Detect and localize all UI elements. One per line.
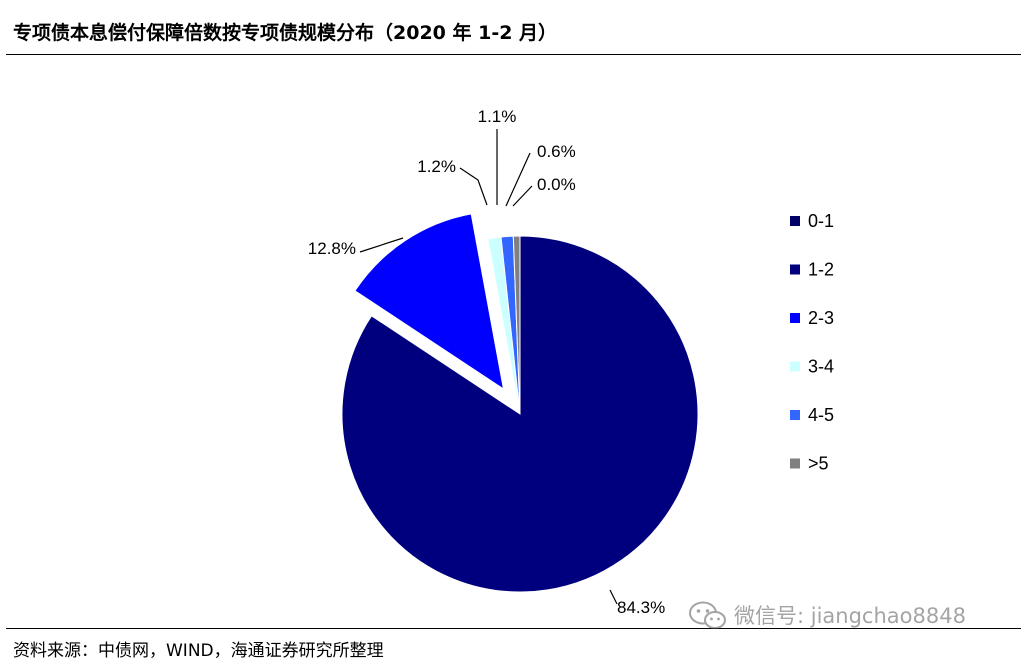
legend-swatch-0-1 (790, 216, 800, 226)
data-label-gt5: 0.6% (537, 142, 576, 161)
legend-label-2-3: 2-3 (808, 308, 834, 328)
source-note: 资料来源：中债网，WIND，海通证券研究所整理 (13, 641, 384, 661)
legend-swatch-gt5 (790, 458, 800, 469)
leader-line-2-3 (359, 237, 404, 253)
legend-label-3-4: 3-4 (808, 357, 834, 377)
data-label-1-2: 84.3% (617, 598, 665, 617)
pie-slice-gt5 (512, 235, 521, 415)
top-divider (6, 54, 1021, 55)
watermark-text: 微信号: jiangchao8848 (734, 604, 966, 628)
legend-label-gt5: >5 (808, 454, 829, 474)
data-label-2-3: 12.8% (308, 239, 356, 258)
legend-label-0-1: 0-1 (808, 211, 834, 231)
leader-line-3-4 (459, 167, 488, 206)
leader-lines (359, 129, 618, 605)
leader-line-1-2 (609, 589, 618, 605)
leader-line-0-1 (512, 185, 533, 207)
pie-slices (341, 213, 699, 593)
bottom-divider (6, 628, 1021, 629)
legend-swatch-1-2 (790, 264, 800, 275)
legend: 0-1 1-2 2-3 3-4 4-5 >5 (790, 211, 834, 474)
chart-title: 专项债本息偿付保障倍数按专项债规模分布（2020 年 1-2 月） (13, 22, 558, 44)
legend-label-4-5: 4-5 (808, 405, 834, 425)
legend-label-1-2: 1-2 (808, 260, 834, 280)
watermark: 微信号: jiangchao8848 (688, 598, 966, 632)
leader-line-gt5 (505, 152, 531, 207)
data-label-4-5: 1.1% (478, 107, 517, 126)
data-label-0-1: 0.0% (537, 175, 576, 194)
pie-slice-2-3 (354, 213, 505, 391)
data-label-3-4: 1.2% (417, 157, 456, 176)
legend-swatch-3-4 (790, 361, 800, 372)
legend-swatch-2-3 (790, 313, 800, 323)
legend-swatch-4-5 (790, 410, 800, 420)
data-labels: 84.3% 12.8% 1.2% 1.1% 0.6% 0.0% (308, 107, 665, 617)
wechat-icon (689, 601, 726, 629)
